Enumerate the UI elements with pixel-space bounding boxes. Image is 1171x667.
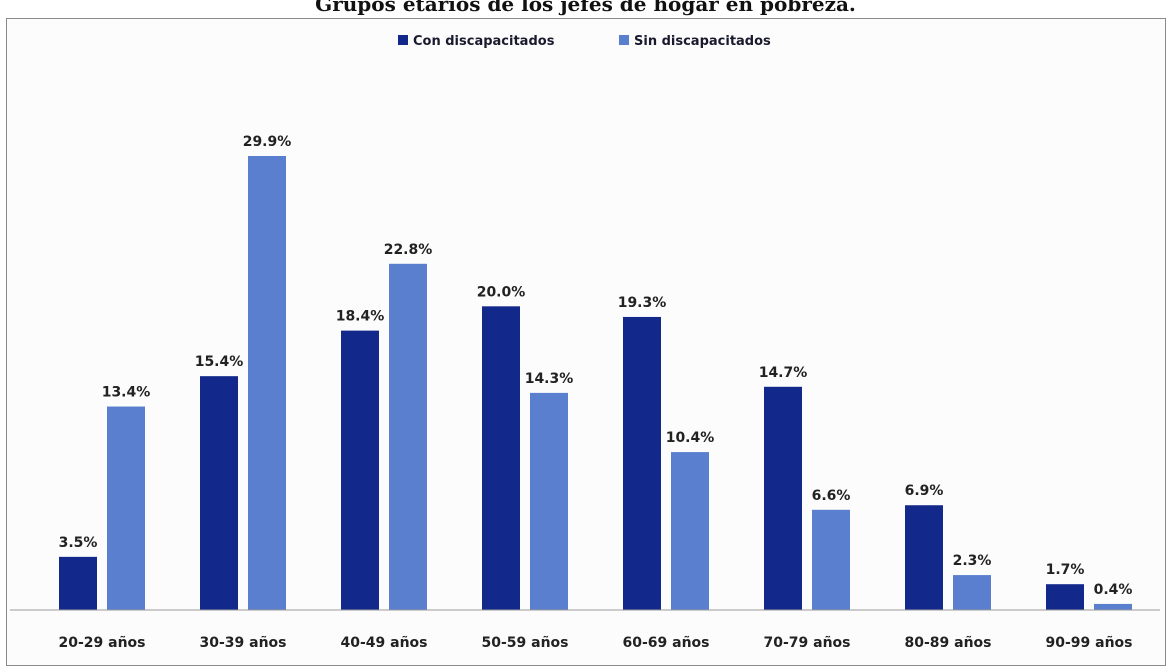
category-label-6: 70-79 años bbox=[763, 635, 850, 651]
bar-sin-1 bbox=[107, 406, 145, 610]
value-label-sin-7: 2.3% bbox=[953, 553, 992, 569]
category-labels: 20-29 años 30-39 años 40-49 años 50-59 años… bbox=[58, 635, 1132, 651]
bar-con-4 bbox=[482, 306, 520, 610]
category-label-8: 90-99 años bbox=[1045, 635, 1132, 651]
bar-sin-3 bbox=[389, 263, 427, 610]
bar-sin-7 bbox=[953, 575, 991, 610]
bar-con-3 bbox=[341, 330, 379, 610]
category-label-7: 80-89 años bbox=[904, 635, 991, 651]
legend-swatch-2 bbox=[619, 35, 629, 45]
bar-sin-4 bbox=[530, 392, 568, 610]
bar-sin-8 bbox=[1094, 603, 1132, 610]
legend: Con discapacitados Sin discapacitados bbox=[398, 34, 771, 49]
bar-con-8 bbox=[1046, 584, 1084, 610]
value-label-con-4: 20.0% bbox=[477, 284, 526, 300]
legend-label-2: Sin discapacitados bbox=[634, 34, 771, 49]
bar-con-5 bbox=[623, 316, 661, 610]
value-label-con-1: 3.5% bbox=[59, 535, 98, 551]
bar-sin-2 bbox=[248, 156, 286, 610]
category-label-4: 50-59 años bbox=[481, 635, 568, 651]
category-label-1: 20-29 años bbox=[58, 635, 145, 651]
value-label-con-3: 18.4% bbox=[336, 309, 385, 325]
bar-con-7 bbox=[905, 505, 943, 610]
value-label-sin-2: 29.9% bbox=[243, 134, 292, 150]
legend-label-1: Con discapacitados bbox=[413, 34, 555, 49]
chart-frame bbox=[6, 18, 1166, 666]
bar-sin-5 bbox=[671, 452, 709, 610]
bar-con-2 bbox=[200, 376, 238, 610]
value-label-con-7: 6.9% bbox=[905, 483, 944, 499]
category-label-5: 60-69 años bbox=[622, 635, 709, 651]
value-label-sin-4: 14.3% bbox=[525, 371, 574, 387]
value-label-sin-6: 6.6% bbox=[812, 488, 851, 504]
value-label-sin-8: 0.4% bbox=[1094, 582, 1133, 598]
bar-con-6 bbox=[764, 386, 802, 610]
value-label-sin-1: 13.4% bbox=[102, 385, 151, 401]
value-label-con-6: 14.7% bbox=[759, 365, 808, 381]
value-label-sin-5: 10.4% bbox=[666, 430, 715, 446]
value-label-sin-3: 22.8% bbox=[384, 242, 433, 258]
bars-group: 3.5% 13.4% 15.4% 29.9% 18.4% 22.8% 20.0% 14.3% 1… bbox=[59, 134, 1133, 610]
value-label-con-8: 1.7% bbox=[1046, 562, 1085, 578]
bar-sin-6 bbox=[812, 509, 850, 610]
chart-title: Grupos etarios de los jefes de hogar en … bbox=[315, 0, 856, 16]
value-label-con-2: 15.4% bbox=[195, 354, 244, 370]
bar-con-1 bbox=[59, 556, 97, 610]
category-label-2: 30-39 años bbox=[199, 635, 286, 651]
legend-swatch-1 bbox=[398, 35, 408, 45]
value-label-con-5: 19.3% bbox=[618, 295, 667, 311]
category-label-3: 40-49 años bbox=[340, 635, 427, 651]
